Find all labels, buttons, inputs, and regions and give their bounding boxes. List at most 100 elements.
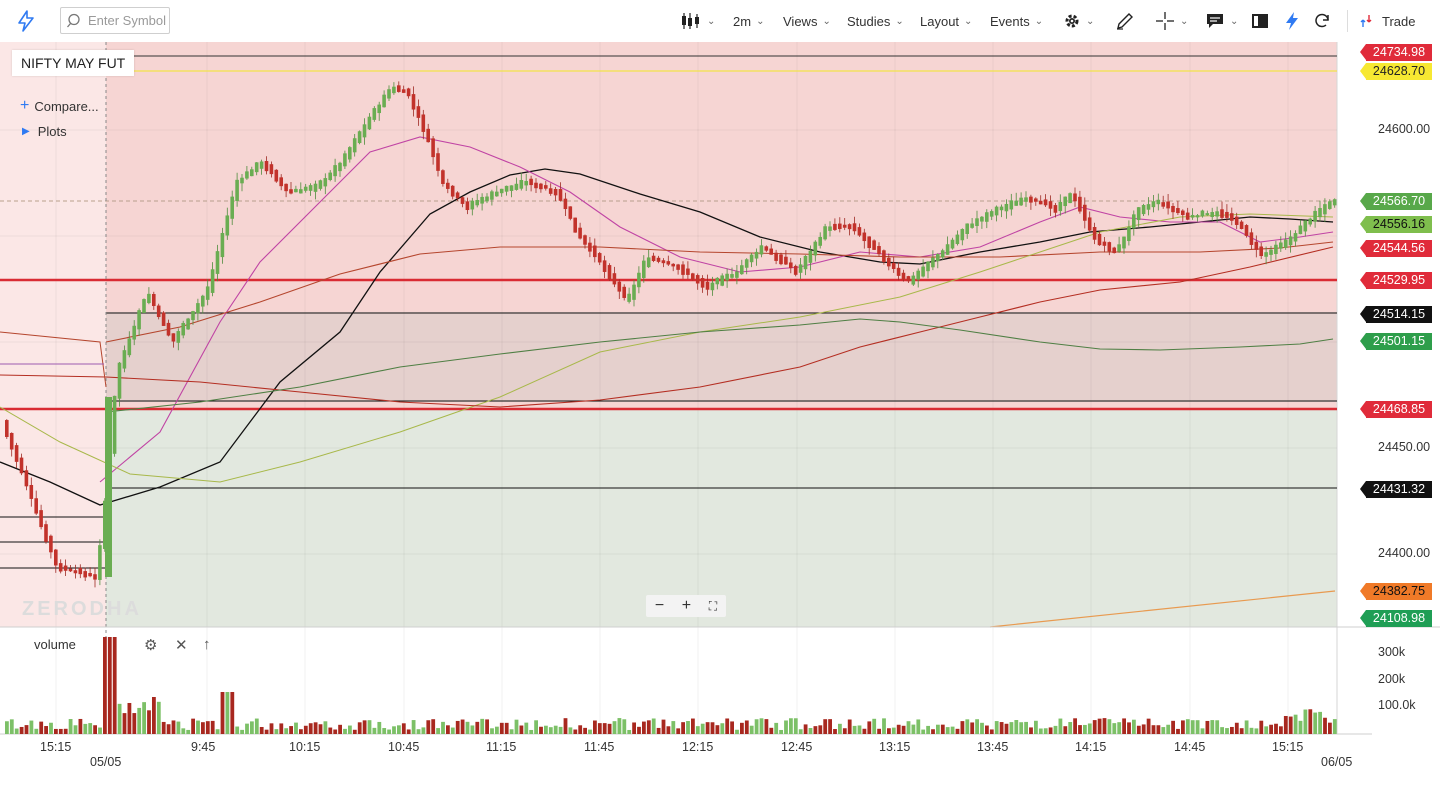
volume-bar [661, 719, 666, 734]
settings-button[interactable]: ⌄ [1063, 0, 1094, 42]
chevron-down-icon: ⌄ [1034, 15, 1044, 27]
candle [1166, 201, 1170, 209]
interval-label: 2m [733, 13, 752, 29]
zoom-in-button[interactable]: + [681, 597, 692, 614]
volume-bar [544, 725, 548, 734]
volume-bar [1225, 728, 1229, 734]
chevron-down-icon: ⌄ [895, 15, 904, 27]
symbol-label[interactable]: NIFTY MAY FUT [12, 50, 135, 76]
events-menu[interactable]: Events ⌄ [990, 0, 1043, 42]
views-menu[interactable]: Views ⌄ [783, 0, 831, 42]
candle [1161, 202, 1165, 207]
volume-bar [999, 722, 1004, 734]
candle [989, 211, 994, 217]
candle [573, 217, 577, 233]
volume-bar [176, 721, 181, 734]
candle [1107, 242, 1112, 252]
volume-bar [406, 729, 411, 734]
volume-bar [294, 722, 298, 734]
volume-bar [450, 727, 455, 734]
candle [1009, 200, 1014, 210]
close-icon[interactable]: ✕ [175, 637, 188, 654]
candle [161, 312, 166, 326]
candle [622, 286, 626, 298]
candle [274, 169, 279, 182]
candle [431, 138, 435, 158]
draw-button[interactable] [1115, 0, 1135, 42]
candle [1146, 204, 1151, 210]
time-axis-label: 13:45 [977, 740, 1009, 754]
time-axis-label: 12:45 [781, 740, 813, 754]
volume-bar [1205, 720, 1210, 734]
price-badge: 24544.56 [1360, 240, 1432, 257]
candle [411, 94, 416, 110]
candle [695, 275, 700, 284]
trade-button[interactable]: Trade [1360, 0, 1415, 42]
volume-bar [921, 729, 926, 734]
candle [1298, 225, 1303, 235]
volume-bar [240, 729, 244, 734]
volume-bar [911, 724, 916, 734]
volume-bar [588, 729, 592, 734]
volume-bar [181, 728, 186, 734]
candle [406, 88, 411, 97]
volume-bar [1323, 717, 1327, 734]
volume-bar [642, 721, 646, 734]
volume-bar [769, 727, 774, 734]
candle [24, 470, 29, 487]
candle [651, 255, 656, 261]
volume-bar [671, 721, 676, 734]
volume-bar [1318, 711, 1322, 734]
moving-average-line [105, 241, 1334, 343]
compare-button[interactable]: + Compare... [20, 97, 99, 115]
candle [661, 260, 666, 264]
comment-button[interactable]: ⌄ [1205, 0, 1238, 42]
candle [642, 260, 646, 278]
volume-bar [857, 725, 862, 734]
volume-bar [1244, 720, 1249, 734]
volume-bar [161, 721, 166, 734]
volume-bar [901, 725, 906, 734]
volume-bar [1283, 715, 1288, 734]
candle [308, 185, 313, 191]
volume-bar [274, 729, 279, 734]
support-zone [106, 410, 1337, 627]
symbol-search[interactable] [60, 7, 170, 34]
search-input[interactable] [84, 13, 168, 28]
volume-bar [936, 724, 940, 734]
zoom-out-button[interactable]: − [654, 597, 665, 614]
candle [553, 188, 558, 196]
arrow-up-icon[interactable]: ↑ [203, 636, 211, 653]
price-chart[interactable] [0, 42, 1440, 790]
quick-trade-button[interactable] [1284, 0, 1300, 42]
price-badge: 24431.32 [1360, 481, 1432, 498]
brand-bolt-icon[interactable] [16, 0, 36, 42]
volume-bar [847, 719, 852, 734]
volume-bar [1308, 709, 1313, 734]
candle [499, 188, 504, 194]
fullscreen-icon[interactable]: ⛶ [708, 598, 718, 613]
volume-bar [646, 720, 651, 734]
candle [1259, 246, 1263, 257]
candle [828, 226, 832, 231]
candle [676, 264, 680, 270]
interval-button[interactable]: 2m ⌄ [733, 0, 764, 42]
candle [156, 305, 161, 318]
crosshair-button[interactable]: ⌄ [1155, 0, 1188, 42]
plots-toggle[interactable]: ▶ Plots [22, 124, 67, 139]
zoom-controls: − + ⛶ [646, 595, 726, 617]
refresh-button[interactable] [1313, 0, 1331, 42]
volume-bar [838, 723, 842, 734]
layout-menu[interactable]: Layout ⌄ [920, 0, 972, 42]
panel-toggle-button[interactable] [1251, 0, 1269, 42]
volume-bar [730, 721, 734, 734]
gear-icon[interactable]: ⚙ [144, 637, 158, 654]
volume-bar [965, 719, 970, 734]
volume-bar [284, 728, 289, 734]
candle [137, 310, 141, 330]
chart-type-button[interactable]: ⌄ [680, 0, 715, 42]
volume-bar [1112, 723, 1117, 734]
candle [1264, 252, 1268, 257]
studies-menu[interactable]: Studies ⌄ [847, 0, 904, 42]
candle [1332, 199, 1337, 206]
